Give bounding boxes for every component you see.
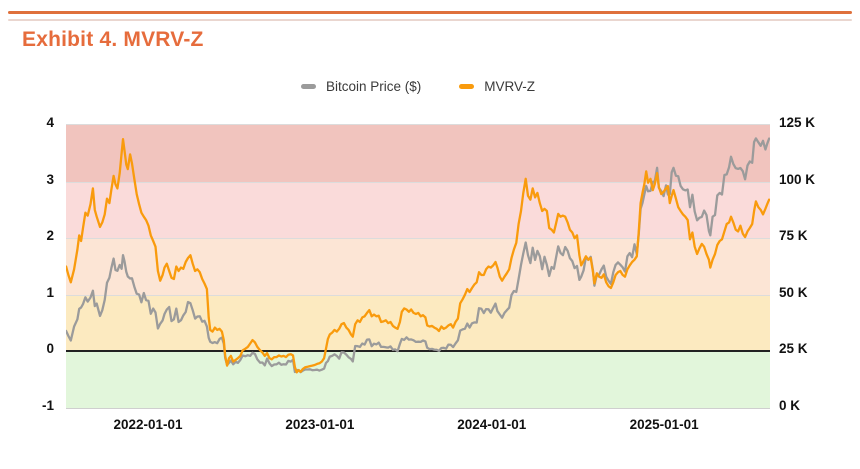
y-left-tick-label: 3: [46, 171, 54, 187]
y-right-tick-label: 100 K: [779, 171, 816, 187]
y-right-tick-label: 125 K: [779, 115, 816, 130]
gridline-3: [66, 181, 770, 183]
mvrv-z-line: [66, 138, 770, 374]
legend-item-mvrv-z: MVRV-Z: [459, 79, 535, 94]
mvrv-z-legend-marker-icon: [459, 84, 475, 89]
legend-label-bitcoin-price: Bitcoin Price ($): [325, 79, 422, 94]
y-left-tick-label: 4: [46, 115, 54, 130]
y-right-tick-label: 0 K: [779, 398, 801, 413]
gridline-2: [66, 238, 770, 240]
legend-label-mvrv-z: MVRV-Z: [484, 79, 536, 94]
legend-item-bitcoin-price: Bitcoin Price ($): [300, 79, 422, 94]
gridline-1: [66, 294, 770, 296]
chart-legend: Bitcoin Price ($) MVRV-Z: [66, 79, 770, 94]
series-svg: [66, 137, 770, 374]
btc-price-line: [66, 137, 770, 374]
y-right-tick-label: 50 K: [779, 284, 808, 300]
x-tick-label: 2024-01-01: [457, 417, 527, 432]
zero-line: [66, 350, 770, 353]
y-left-tick-label: 2: [46, 228, 54, 244]
bitcoin-price-legend-marker-icon: [300, 84, 316, 89]
zone-band--1-to-0: [66, 351, 770, 408]
y-left-tick-label: -1: [41, 398, 54, 413]
y-right-tick-label: 25 K: [779, 341, 808, 357]
x-tick-label: 2022-01-01: [113, 417, 183, 432]
zone-band-3-to-4: [66, 125, 770, 182]
header-rule-primary: [8, 11, 852, 14]
x-tick-label: 2025-01-01: [629, 417, 699, 432]
y-right-tick-label: 75 K: [779, 228, 808, 244]
page-title: Exhibit 4. MVRV-Z: [22, 28, 204, 51]
y-left-tick-label: 1: [46, 284, 54, 300]
x-tick-label: 2023-01-01: [285, 417, 355, 432]
header-rule-secondary: [8, 19, 852, 21]
plot-area: [66, 124, 770, 409]
y-left-tick-label: 0: [46, 341, 54, 357]
